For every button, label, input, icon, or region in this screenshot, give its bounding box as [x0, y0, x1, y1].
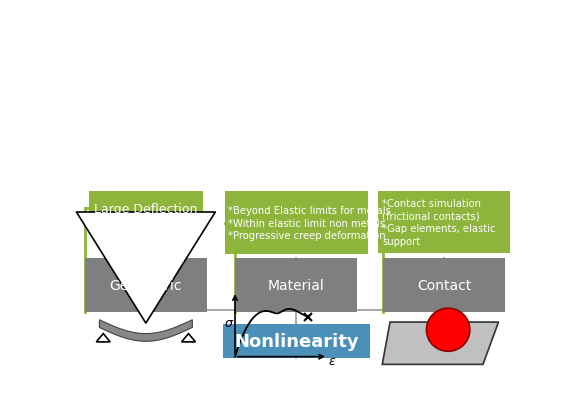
Bar	[223, 325, 370, 358]
Text: ε: ε	[328, 354, 335, 367]
Polygon shape	[99, 320, 192, 342]
Text: Geometric: Geometric	[110, 278, 182, 292]
Polygon shape	[181, 334, 195, 342]
Bar	[383, 259, 506, 312]
Polygon shape	[97, 334, 110, 342]
Bar	[224, 192, 368, 255]
Text: Large Deflection: Large Deflection	[94, 202, 198, 215]
Text: *Contact simulation
(frictional contacts)
*Gap elements, elastic
support: *Contact simulation (frictional contacts…	[382, 199, 496, 246]
Bar	[84, 259, 207, 312]
Polygon shape	[382, 322, 498, 365]
Text: Contact: Contact	[417, 278, 472, 292]
Text: σ: σ	[225, 316, 233, 329]
Bar	[235, 259, 357, 312]
Circle shape	[427, 309, 470, 351]
Text: *Beyond Elastic limits for metals
*Within elastic limit non metals
*Progressive : *Beyond Elastic limits for metals *Withi…	[228, 206, 391, 240]
Bar	[379, 192, 510, 253]
Bar	[88, 192, 203, 225]
Text: Nonlinearity: Nonlinearity	[234, 332, 358, 351]
Text: Material: Material	[268, 278, 325, 292]
